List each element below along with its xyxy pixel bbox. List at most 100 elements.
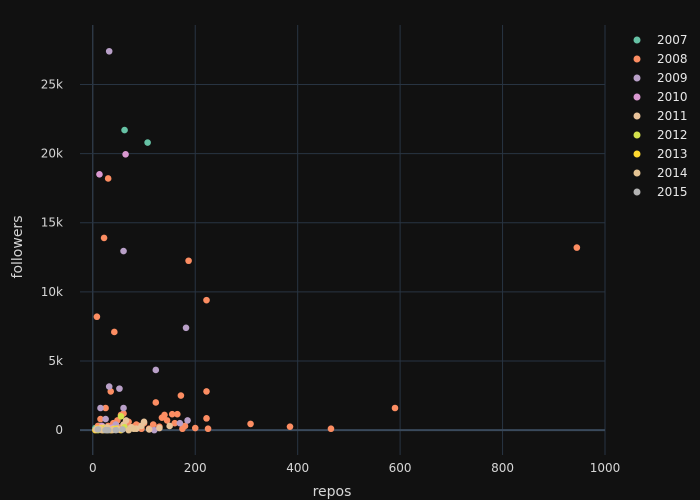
data-point-2010 bbox=[96, 171, 103, 178]
y-tick-label: 25k bbox=[41, 77, 63, 91]
legend[interactable]: 2007 2008 2009 2010 2011 2012 2013 2014 2015 bbox=[633, 33, 688, 199]
legend-label: 2011 bbox=[657, 109, 688, 123]
legend-label: 2015 bbox=[657, 185, 688, 199]
data-point-2008 bbox=[163, 417, 171, 424]
data-point-2008 bbox=[203, 415, 210, 422]
y-axis-title: followers bbox=[10, 216, 26, 279]
x-tick-label: 200 bbox=[184, 461, 207, 475]
legend-item-2010[interactable]: 2010 bbox=[633, 90, 688, 104]
data-point-2012 bbox=[117, 412, 125, 420]
data-point-2010 bbox=[122, 150, 129, 158]
y-tick-label: 20k bbox=[41, 147, 63, 161]
data-point-2008 bbox=[111, 328, 118, 336]
data-point-2009 bbox=[182, 324, 190, 332]
data-point-2009 bbox=[120, 247, 127, 255]
data-point-2009 bbox=[97, 404, 104, 412]
x-tick-label: 800 bbox=[491, 461, 514, 475]
data-point-2008 bbox=[185, 257, 192, 265]
legend-item-2015[interactable]: 2015 bbox=[633, 185, 688, 199]
data-point-2009 bbox=[150, 426, 158, 434]
legend-marker bbox=[633, 36, 641, 44]
grid bbox=[80, 25, 606, 455]
data-point-2008 bbox=[327, 425, 335, 433]
x-tick-label: 1000 bbox=[590, 461, 621, 475]
data-point-2008 bbox=[177, 392, 185, 399]
x-tick-label: 0 bbox=[89, 461, 97, 475]
data-point-2008 bbox=[174, 410, 181, 418]
data-point-2008 bbox=[286, 423, 294, 430]
legend-label: 2009 bbox=[657, 71, 688, 85]
data-point-2014 bbox=[130, 425, 138, 433]
data-point-2011 bbox=[166, 422, 173, 430]
data-point-2008 bbox=[152, 399, 160, 406]
legend-item-2013[interactable]: 2013 bbox=[633, 147, 688, 161]
y-tick-label: 0 bbox=[55, 423, 63, 437]
x-tick-label: 400 bbox=[286, 461, 309, 475]
x-tick-label: 600 bbox=[389, 461, 412, 475]
data-point-2008 bbox=[181, 422, 189, 430]
data-point-2015 bbox=[112, 426, 120, 434]
y-tick-label: 15k bbox=[41, 216, 63, 230]
data-point-2008 bbox=[168, 410, 176, 418]
y-tick-label: 5k bbox=[48, 354, 63, 368]
legend-label: 2014 bbox=[657, 166, 688, 180]
data-point-2009 bbox=[184, 417, 191, 424]
data-point-2007 bbox=[121, 126, 128, 134]
legend-marker bbox=[633, 74, 641, 82]
x-tick-labels: 0 200 400 600 800 1000 bbox=[89, 461, 620, 475]
legend-label: 2010 bbox=[657, 90, 688, 104]
legend-label: 2008 bbox=[657, 52, 688, 66]
legend-label: 2012 bbox=[657, 128, 688, 142]
data-point-2008 bbox=[158, 414, 166, 421]
data-point-2011 bbox=[140, 418, 148, 426]
data-point-2009 bbox=[116, 385, 123, 392]
data-point-2008 bbox=[104, 175, 112, 182]
data-point-2009 bbox=[105, 383, 113, 390]
data-point-2009 bbox=[152, 366, 160, 374]
data-point-2008 bbox=[149, 421, 157, 428]
data-point-2008 bbox=[203, 388, 210, 395]
x-axis-title: repos bbox=[313, 484, 352, 500]
legend-marker bbox=[633, 93, 641, 101]
legend-item-2014[interactable]: 2014 bbox=[633, 166, 688, 180]
legend-item-2009[interactable]: 2009 bbox=[633, 71, 688, 85]
data-point-2008 bbox=[102, 404, 109, 412]
legend-label: 2013 bbox=[657, 147, 688, 161]
legend-item-2007[interactable]: 2007 bbox=[633, 33, 688, 47]
data-point-2009 bbox=[105, 47, 113, 55]
data-point-2011 bbox=[122, 417, 130, 424]
data-point-2011 bbox=[156, 424, 163, 432]
data-point-2008 bbox=[203, 296, 210, 304]
legend-marker bbox=[633, 150, 641, 158]
legend-marker bbox=[633, 112, 641, 120]
y-tick-label: 10k bbox=[41, 285, 63, 299]
y-tick-labels: 0 5k 10k 15k 20k 25k bbox=[41, 77, 63, 437]
data-point-2009 bbox=[120, 404, 127, 412]
data-points bbox=[92, 47, 581, 434]
data-point-2008 bbox=[391, 404, 399, 412]
legend-marker bbox=[633, 131, 641, 139]
legend-item-2008[interactable]: 2008 bbox=[633, 52, 688, 66]
legend-item-2012[interactable]: 2012 bbox=[633, 128, 688, 142]
legend-marker bbox=[633, 55, 641, 63]
data-point-2011 bbox=[145, 426, 153, 433]
data-point-2009 bbox=[176, 419, 184, 427]
data-point-2014 bbox=[125, 426, 132, 434]
data-point-2008 bbox=[171, 419, 179, 427]
legend-marker bbox=[633, 169, 641, 177]
data-point-2007 bbox=[144, 139, 151, 146]
legend-marker bbox=[633, 188, 641, 196]
data-point-2008 bbox=[191, 424, 199, 432]
data-point-2015 bbox=[102, 426, 109, 434]
data-point-2008 bbox=[100, 234, 108, 242]
data-point-2015 bbox=[119, 426, 126, 433]
legend-item-2011[interactable]: 2011 bbox=[633, 109, 688, 123]
data-point-2008 bbox=[573, 244, 581, 251]
legend-label: 2007 bbox=[657, 33, 688, 47]
data-point-2008 bbox=[97, 415, 104, 423]
data-point-2008 bbox=[93, 313, 101, 321]
data-point-2008 bbox=[204, 425, 212, 433]
data-point-2009 bbox=[102, 415, 109, 423]
